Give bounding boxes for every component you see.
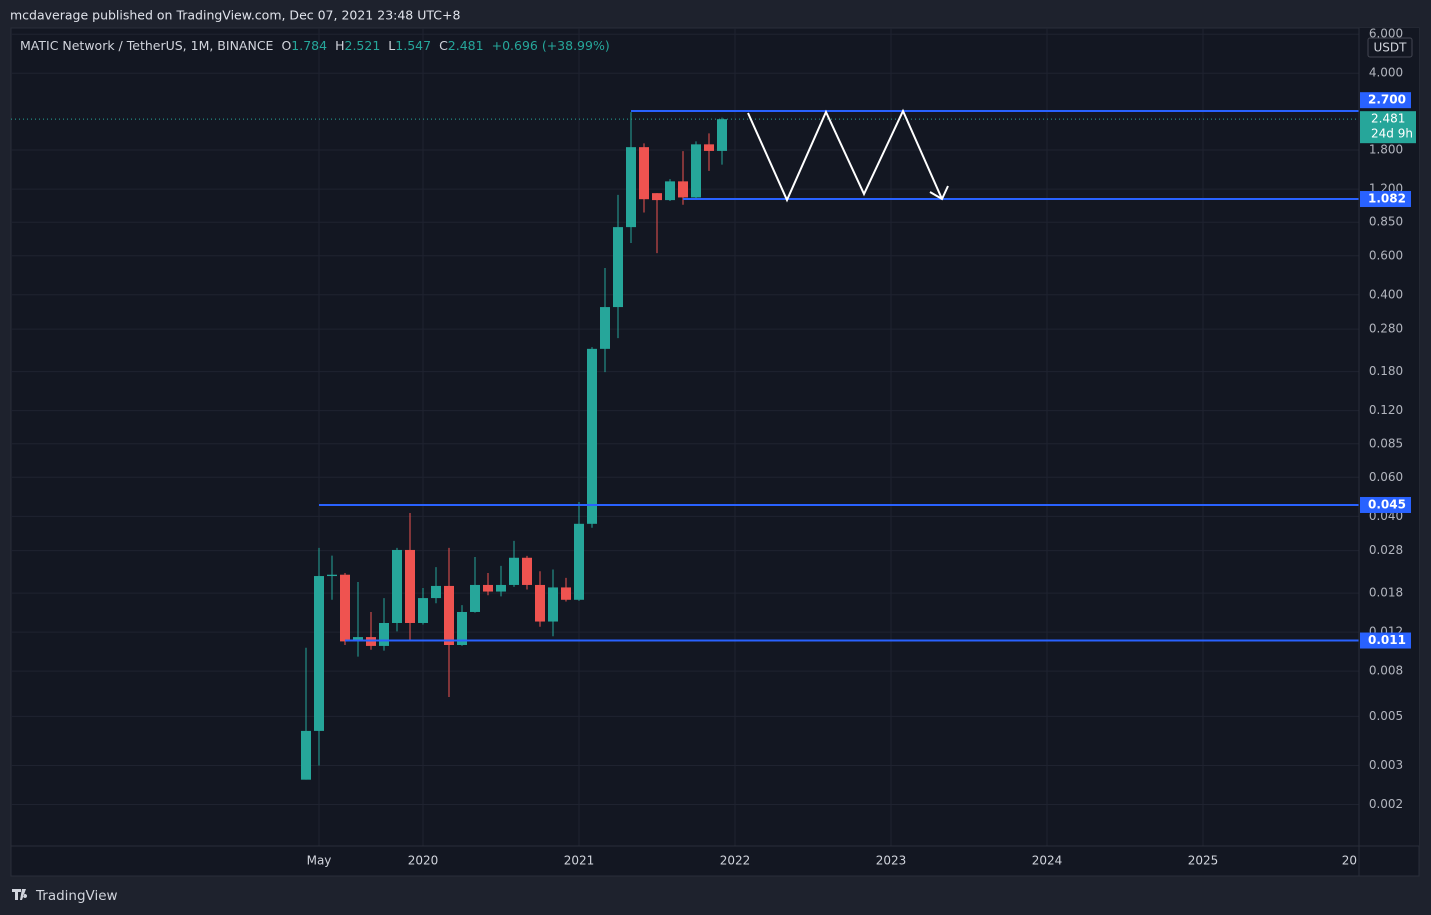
c-value: 2.481 [448, 38, 484, 53]
line-label-box [1360, 92, 1411, 109]
line-label: 2.700 [1368, 93, 1406, 107]
arrow-head [929, 185, 949, 201]
candle-body [457, 611, 467, 646]
candle-body [418, 598, 428, 623]
legend: MATIC Network / TetherUS, 1M, BINANCE O1.… [20, 38, 610, 53]
y-tick-label: 0.850 [1369, 215, 1403, 229]
x-tick-label: 2023 [876, 854, 907, 868]
grid [11, 28, 1359, 846]
candle-body [353, 637, 363, 642]
h-value: 2.521 [345, 38, 381, 53]
y-tick-label: 1.800 [1369, 143, 1403, 157]
candle-body [509, 557, 519, 585]
y-tick-label: 0.600 [1369, 248, 1403, 262]
zigzag-drawing [747, 108, 943, 203]
line-label-box [1360, 191, 1411, 208]
candle-body [522, 557, 532, 585]
publisher-line: mcdaverage published on TradingView.com,… [10, 8, 460, 23]
line-label-box [1360, 496, 1411, 513]
y-tick-label: 0.008 [1369, 664, 1403, 678]
currency-label: USDT [1374, 41, 1408, 55]
y-tick-label: 0.085 [1369, 436, 1403, 450]
candle-body [587, 348, 597, 524]
candle-body [496, 584, 506, 592]
x-tick-label: May [307, 854, 332, 868]
candle-body [314, 576, 324, 731]
logo-icon [12, 889, 28, 900]
candle-body [665, 181, 675, 201]
currency-box[interactable] [1367, 37, 1413, 58]
y-tick-label: 0.180 [1369, 364, 1403, 378]
candle-body [574, 523, 584, 600]
candle-body [327, 574, 337, 577]
candle-body [717, 119, 727, 151]
y-tick-label: 0.060 [1369, 470, 1403, 484]
candle-body [340, 574, 350, 642]
x-tick-label: 2020 [408, 854, 439, 868]
candle-body [613, 227, 623, 308]
o-value: 1.784 [291, 38, 327, 53]
line-label: 1.082 [1368, 192, 1406, 206]
last-price-box [1360, 111, 1416, 144]
change: +0.696 (+38.99%) [492, 38, 610, 53]
candle-body [392, 549, 402, 623]
line-label-box [1360, 632, 1411, 649]
c-key: C [439, 38, 448, 53]
plot [11, 110, 1359, 780]
candle-body [548, 587, 558, 622]
candle-body [652, 193, 662, 201]
candle-body [535, 584, 545, 622]
candle-body [691, 144, 701, 198]
candle-body [483, 584, 493, 592]
candle-body [561, 587, 571, 600]
l-key: L [388, 38, 395, 53]
y-tick-label: 0.005 [1369, 709, 1403, 723]
footer-logo: TradingView [12, 888, 118, 904]
candle-body [379, 622, 389, 646]
candle-body [470, 584, 480, 612]
y-tick-label: 6.000 [1369, 27, 1403, 41]
l-value: 1.547 [395, 38, 431, 53]
last-price-label: 2.481 [1371, 112, 1405, 126]
candle-body [301, 730, 311, 780]
x-tick-label: 20 [1342, 854, 1357, 868]
candle-body [444, 585, 454, 646]
y-tick-label: 0.003 [1369, 758, 1403, 772]
x-tick-label: 2022 [720, 854, 751, 868]
y-tick-label: 0.002 [1369, 797, 1403, 811]
o-key: O [281, 38, 291, 53]
x-tick-label: 2024 [1032, 854, 1063, 868]
candle-body [678, 181, 688, 198]
chart-area [10, 27, 1420, 877]
y-tick-label: 0.400 [1369, 287, 1403, 301]
candle-body [405, 549, 415, 623]
candle-body [626, 147, 636, 228]
candle-body [431, 585, 441, 599]
symbol: MATIC Network / TetherUS, 1M, BINANCE [20, 38, 274, 53]
x-tick-label: 2021 [564, 854, 595, 868]
price-axis [1359, 28, 1419, 846]
line-label: 0.011 [1368, 633, 1406, 647]
y-tick-label: 0.028 [1369, 543, 1403, 557]
y-tick-label: 0.280 [1369, 322, 1403, 336]
x-tick-label: 2025 [1188, 854, 1219, 868]
y-tick-label: 4.000 [1369, 66, 1403, 80]
axes: 6.0004.0001.8001.2000.8500.6000.4000.280… [307, 27, 1416, 868]
footer-text: TradingView [35, 888, 118, 904]
candle-body [639, 147, 649, 200]
countdown: 24d 9h [1371, 127, 1413, 141]
candle-body [600, 307, 610, 349]
line-label: 0.045 [1368, 497, 1406, 511]
y-tick-label: 0.120 [1369, 403, 1403, 417]
h-key: H [335, 38, 344, 53]
candle-body [704, 144, 714, 151]
y-tick-label: 0.018 [1369, 586, 1403, 600]
